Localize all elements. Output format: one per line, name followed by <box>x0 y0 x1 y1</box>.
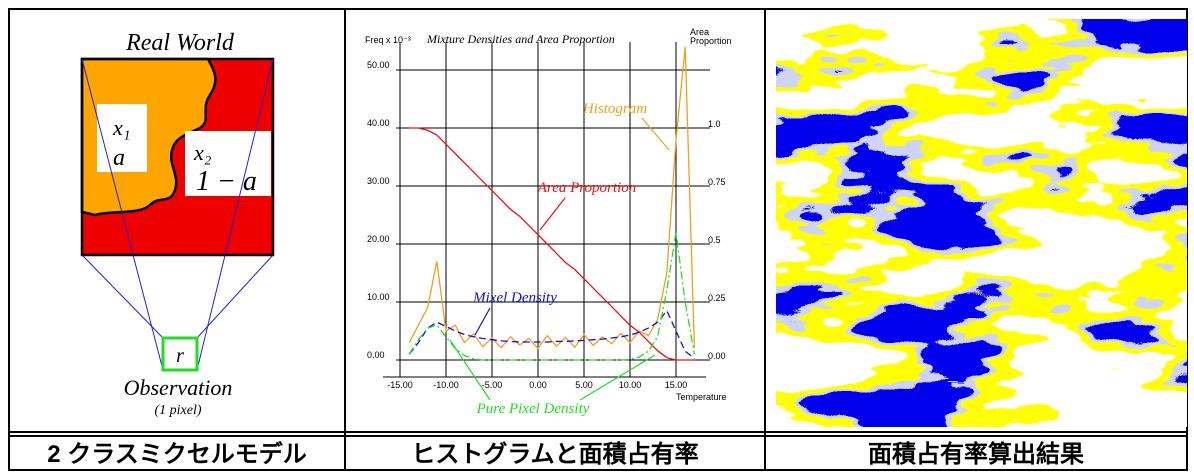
y2-tick-label: 0.00 <box>708 351 726 361</box>
x-tick-label: -10.00 <box>433 380 459 390</box>
y-tick-label: 40.00 <box>367 118 390 128</box>
x-tick-label: -15.00 <box>387 380 413 390</box>
y2-axis-label: Proportion <box>690 36 732 46</box>
caption: ヒストグラムと面積占有率 <box>411 440 698 468</box>
result-image <box>776 19 1187 427</box>
series-label: Area Proportion <box>537 180 636 196</box>
region-proportion: a <box>113 145 125 171</box>
series-label: Mixel Density <box>472 290 557 306</box>
series-label: Pure Pixel Density <box>476 401 590 417</box>
chart-title: Mixture Densities and Area Proportion <box>426 32 615 46</box>
y-tick-label: 0.00 <box>367 350 385 360</box>
y-axis-label: Freq x 10⁻³ <box>365 35 411 45</box>
pixel-label: r <box>176 345 184 367</box>
x-tick-label: 15.00 <box>665 380 688 390</box>
x-tick-label: 0.00 <box>529 380 547 390</box>
y-tick-label: 10.00 <box>367 292 390 302</box>
x-tick-label: 5.00 <box>575 380 593 390</box>
area-proportion-map <box>776 19 1187 427</box>
y2-tick-label: 1.0 <box>708 119 721 129</box>
caption: 2 クラスミクセルモデル <box>47 440 307 468</box>
x-tick-label: -5.00 <box>482 380 503 390</box>
series-label: Histogram <box>582 101 647 117</box>
y-tick-label: 50.00 <box>367 60 390 70</box>
caption: 面積占有率算出結果 <box>868 440 1084 468</box>
y2-tick-label: 0.5 <box>708 235 721 245</box>
y-tick-label: 20.00 <box>367 234 390 244</box>
observation-note: (1 pixel) <box>154 403 201 418</box>
page: { "left_panel": { "title": "Real World",… <box>0 0 1194 474</box>
y-tick-label: 30.00 <box>367 176 390 186</box>
observation: Observation <box>124 375 233 400</box>
y2-tick-label: 0.25 <box>708 293 726 303</box>
x-axis-label: Temperature <box>676 392 727 402</box>
region-proportion: 1 − a <box>196 166 257 197</box>
figure: Real World x₁ a x₂ 1 − a r Observation (… <box>0 0 1194 474</box>
region-label: x₂ <box>193 140 212 165</box>
title: Real World <box>125 30 235 56</box>
y2-tick-label: 0.75 <box>708 177 726 187</box>
region-label: x₁ <box>112 115 130 140</box>
x-tick-label: 10.00 <box>619 380 642 390</box>
